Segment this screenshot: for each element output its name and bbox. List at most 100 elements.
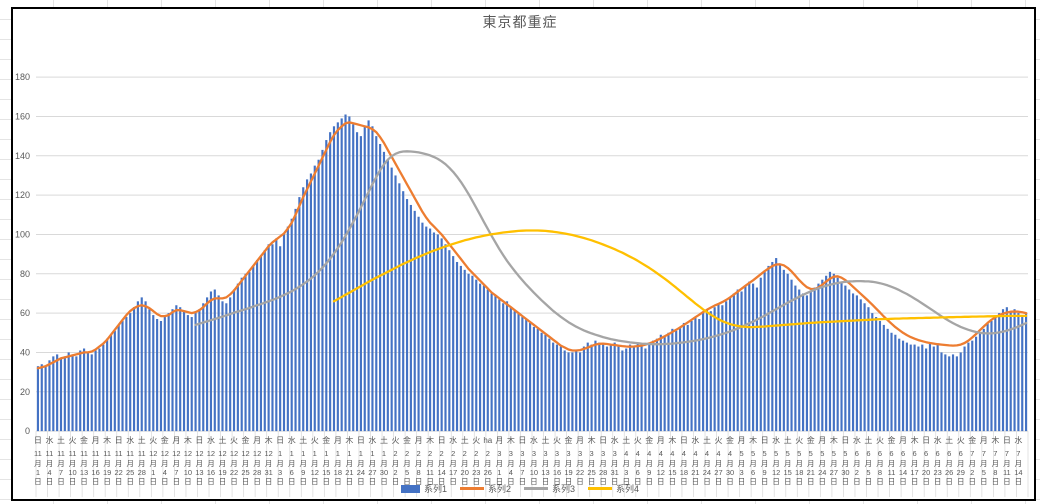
- bar-series1: [563, 350, 566, 432]
- bar-series1: [136, 301, 139, 432]
- bar-series1: [355, 132, 359, 432]
- bar-series1: [359, 136, 362, 432]
- bar-series1: [775, 258, 778, 432]
- bar-series1: [94, 350, 97, 432]
- bar-series1: [532, 326, 536, 432]
- bar-series1: [509, 307, 512, 432]
- bar-series1: [425, 226, 428, 432]
- bar-series1: [448, 250, 451, 432]
- bar-series1: [736, 289, 739, 432]
- bar-series1: [652, 340, 655, 432]
- bar-series1: [344, 114, 347, 432]
- bar-series1: [329, 132, 332, 432]
- bar-series1: [675, 330, 678, 432]
- bar-series1: [686, 324, 689, 432]
- bar-series1: [955, 356, 958, 432]
- bar-series1: [809, 291, 812, 432]
- legend-item-系列4[interactable]: 系列4: [588, 482, 639, 495]
- bar-series1: [625, 348, 628, 432]
- bar-series1: [121, 320, 124, 432]
- bar-series1: [905, 342, 908, 432]
- bar-series1: [409, 204, 412, 432]
- bar-series1: [632, 346, 635, 432]
- bar-series1: [671, 328, 674, 432]
- bar-series1: [721, 305, 724, 432]
- y-axis-tick-label: 180: [15, 72, 30, 82]
- bar-series1: [459, 265, 462, 432]
- bar-series1: [682, 322, 685, 432]
- bar-series1: [102, 344, 105, 432]
- bar-series1: [386, 159, 389, 432]
- bar-series1: [125, 317, 128, 432]
- bar-series1: [867, 307, 870, 432]
- bar-series1: [305, 179, 309, 432]
- legend-item-系列1[interactable]: 系列1: [400, 482, 447, 495]
- bar-series1: [805, 295, 808, 432]
- bar-series1: [594, 340, 597, 432]
- y-axis-tick-label: 100: [15, 229, 30, 239]
- bar-series1: [586, 342, 589, 432]
- bar-series1: [440, 238, 443, 432]
- bar-series1: [471, 275, 474, 432]
- bar-series1: [486, 289, 489, 432]
- bar-series1: [263, 250, 266, 432]
- bar-series1: [436, 234, 439, 432]
- y-axis-tick-label: 40: [20, 347, 30, 357]
- line-series2: [36, 121, 1028, 370]
- bar-series1: [1001, 309, 1005, 432]
- bar-series1: [821, 279, 824, 432]
- bar-series1: [294, 208, 297, 432]
- bar-series1: [959, 352, 962, 432]
- legend-swatch-bar: [400, 484, 420, 493]
- bar-series1: [298, 197, 301, 432]
- legend-item-系列3[interactable]: 系列3: [524, 482, 575, 495]
- bar-series1: [213, 289, 216, 432]
- bar-series1: [763, 271, 766, 432]
- bar-series1: [206, 297, 209, 432]
- bar-series1: [159, 320, 163, 432]
- bar-series1: [240, 277, 243, 432]
- bar-series1: [379, 143, 382, 432]
- bar-series1: [648, 342, 651, 432]
- chart-legend: 系列1 系列2 系列3 系列4: [0, 482, 1040, 495]
- bar-series1: [482, 285, 486, 432]
- bar-series1: [978, 332, 982, 432]
- bar-series1: [655, 338, 659, 432]
- bar-series1: [548, 338, 551, 432]
- bar-series1: [98, 348, 101, 432]
- bar-series1: [106, 338, 109, 432]
- bar-series1: [617, 346, 620, 432]
- bar-series1: [944, 354, 947, 432]
- bar-series1: [171, 309, 174, 432]
- bar-series1: [559, 346, 562, 432]
- bar-series1: [490, 293, 493, 432]
- y-axis-tick-label: 140: [15, 151, 30, 161]
- bar-series1: [398, 183, 401, 432]
- bar-series1: [48, 360, 51, 432]
- bar-series1: [117, 324, 120, 432]
- bar-series1: [767, 265, 770, 432]
- bar-series1: [875, 317, 878, 432]
- bar-series1: [663, 336, 666, 432]
- bar-series1: [913, 344, 916, 432]
- bar-series1: [894, 334, 897, 432]
- line-series3: [194, 150, 1028, 346]
- bar-series1: [475, 279, 478, 432]
- legend-item-系列2[interactable]: 系列2: [459, 482, 511, 495]
- bar-series1: [994, 317, 997, 432]
- bar-series1: [940, 352, 943, 432]
- y-axis-tick-label: 60: [20, 308, 30, 318]
- bar-series1: [725, 301, 728, 432]
- bar-series1: [690, 320, 693, 432]
- bar-series1: [794, 285, 797, 432]
- bar-series1: [498, 299, 501, 432]
- bar-series1: [175, 305, 178, 432]
- bar-series1: [67, 352, 70, 432]
- bar-series1: [244, 273, 247, 432]
- y-axis-tick-label: 20: [20, 387, 30, 397]
- bar-series1: [317, 159, 320, 432]
- bar-series1: [790, 279, 793, 432]
- bar-series1: [517, 313, 520, 432]
- bar-series1: [194, 313, 197, 432]
